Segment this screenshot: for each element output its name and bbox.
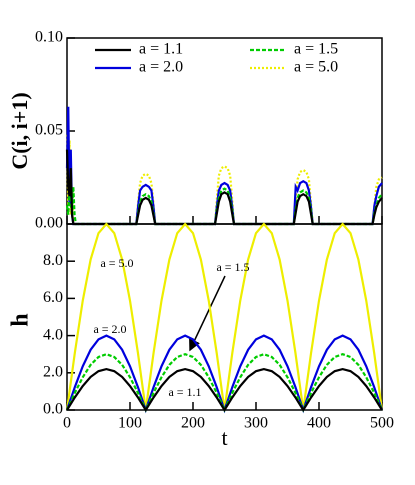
x-tick-label: 0 xyxy=(63,415,71,432)
y-tick-label: 6.0 xyxy=(43,289,63,306)
legend-label: a = 5.0 xyxy=(294,59,338,76)
x-tick-label: 100 xyxy=(118,415,142,432)
y-tick-label: 4.0 xyxy=(43,326,63,343)
annotation: a = 1.1 xyxy=(168,385,201,399)
arrow xyxy=(189,275,226,352)
legend-label: a = 1.1 xyxy=(139,41,183,58)
series-line xyxy=(65,106,383,226)
series-line xyxy=(65,186,383,226)
annotation: a = 5.0 xyxy=(100,256,133,270)
y-label: C(i, i+1) xyxy=(7,92,32,169)
series-line xyxy=(65,134,383,226)
x-tick-label: 200 xyxy=(181,415,205,432)
y-tick-label: 0.05 xyxy=(35,122,63,139)
series-line xyxy=(65,149,383,226)
y-tick-label: 0.10 xyxy=(35,29,63,46)
y-tick-label: 0.00 xyxy=(35,215,63,232)
series-line xyxy=(65,222,384,411)
y-tick-label: 2.0 xyxy=(43,363,63,380)
annotation: a = 1.5 xyxy=(216,260,249,274)
annotation: a = 2.0 xyxy=(93,322,126,336)
series-line xyxy=(66,367,383,413)
y-label: h xyxy=(8,313,34,326)
y-tick-label: 8.0 xyxy=(43,252,63,269)
x-tick-label: 500 xyxy=(370,415,394,432)
series-line xyxy=(65,334,384,414)
legend-label: a = 1.5 xyxy=(294,41,338,58)
bottom-frame xyxy=(66,223,383,411)
legend-label: a = 2.0 xyxy=(139,59,183,76)
y-tick-label: 0.0 xyxy=(43,401,63,418)
x-tick-label: 300 xyxy=(244,415,268,432)
series-line xyxy=(65,353,384,413)
x-tick-label: 400 xyxy=(307,415,331,432)
x-label: t xyxy=(221,425,227,450)
